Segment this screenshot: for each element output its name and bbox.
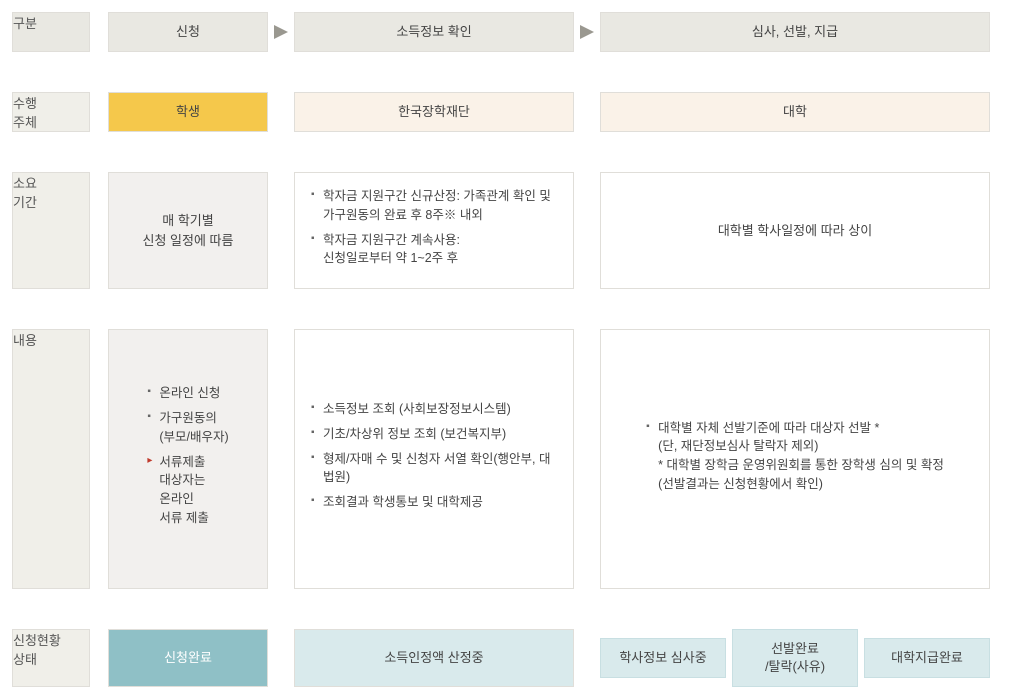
gap <box>90 12 108 52</box>
status-university-split: 학사정보 심사중선발완료 /탈락(사유)대학지급완료 <box>600 629 990 687</box>
content-university-list: 대학별 자체 선발기준에 따라 대상자 선발 * (단, 재단정보심사 탈락자 … <box>646 419 944 500</box>
period-apply: 매 학기별 신청 일정에 따름 <box>108 172 268 289</box>
subject-kosaf: 한국장학재단 <box>294 92 574 132</box>
gap <box>574 329 600 589</box>
row-label-subject: 수행 주체 <box>12 92 90 132</box>
row-label-gubun: 구분 <box>12 12 90 52</box>
gap <box>574 629 600 687</box>
content-income-list: 소득정보 조회 (사회보장정보시스템) 기초/차상위 정보 조회 (보건복지부) 형… <box>311 400 557 518</box>
status-cell: 대학지급완료 <box>864 638 990 678</box>
list-item: 형제/자매 수 및 신청자 서열 확인(행안부, 대법원) <box>311 450 557 488</box>
list-item: 소득정보 조회 (사회보장정보시스템) <box>311 400 557 419</box>
gap <box>268 172 294 289</box>
content-income: 소득정보 조회 (사회보장정보시스템) 기초/차상위 정보 조회 (보건복지부) 형… <box>294 329 574 589</box>
arrow-icon <box>268 12 294 52</box>
subject-student: 학생 <box>108 92 268 132</box>
gap <box>574 172 600 289</box>
row-label-content: 내용 <box>12 329 90 589</box>
gap <box>268 92 294 132</box>
status-cell: 선발완료 /탈락(사유) <box>732 629 858 687</box>
list-item: 학자금 지원구간 신규산정: 가족관계 확인 및 가구원동의 완료 후 8주※ … <box>311 187 557 225</box>
gap <box>574 92 600 132</box>
gap <box>90 629 108 687</box>
list-item: 서류제출 대상자는 온라인 서류 제출 <box>147 453 228 528</box>
header-col-review: 심사, 선발, 지급 <box>600 12 990 52</box>
gap <box>268 329 294 589</box>
gap <box>90 172 108 289</box>
header-col-apply: 신청 <box>108 12 268 52</box>
arrow-icon <box>574 12 600 52</box>
header-col-income: 소득정보 확인 <box>294 12 574 52</box>
list-item: 기초/차상위 정보 조회 (보건복지부) <box>311 425 557 444</box>
content-university: 대학별 자체 선발기준에 따라 대상자 선발 * (단, 재단정보심사 탈락자 … <box>600 329 990 589</box>
gap <box>90 329 108 589</box>
period-university: 대학별 학사일정에 따라 상이 <box>600 172 990 289</box>
list-item: 가구원동의 (부모/배우자) <box>147 409 228 447</box>
row-label-status: 신청현황 상태 <box>12 629 90 687</box>
status-cell: 학사정보 심사중 <box>600 638 726 678</box>
subject-university: 대학 <box>600 92 990 132</box>
row-label-period: 소요 기간 <box>12 172 90 289</box>
content-apply: 온라인 신청가구원동의 (부모/배우자) 서류제출 대상자는 온라인 서류 제출 <box>108 329 268 589</box>
list-item: 학자금 지원구간 계속사용: 신청일로부터 약 1~2주 후 <box>311 231 557 269</box>
gap <box>268 629 294 687</box>
status-apply-complete: 신청완료 <box>108 629 268 687</box>
period-income: 학자금 지원구간 신규산정: 가족관계 확인 및 가구원동의 완료 후 8주※ … <box>294 172 574 289</box>
period-income-list: 학자금 지원구간 신규산정: 가족관계 확인 및 가구원동의 완료 후 8주※ … <box>311 187 557 274</box>
content-apply-list: 온라인 신청가구원동의 (부모/배우자) 서류제출 대상자는 온라인 서류 제출 <box>147 384 228 533</box>
list-item: 조회결과 학생통보 및 대학제공 <box>311 493 557 512</box>
list-item: 온라인 신청 <box>147 384 228 403</box>
status-income-calculating: 소득인정액 산정중 <box>294 629 574 687</box>
list-item: 대학별 자체 선발기준에 따라 대상자 선발 * (단, 재단정보심사 탈락자 … <box>646 419 944 494</box>
gap <box>90 92 108 132</box>
